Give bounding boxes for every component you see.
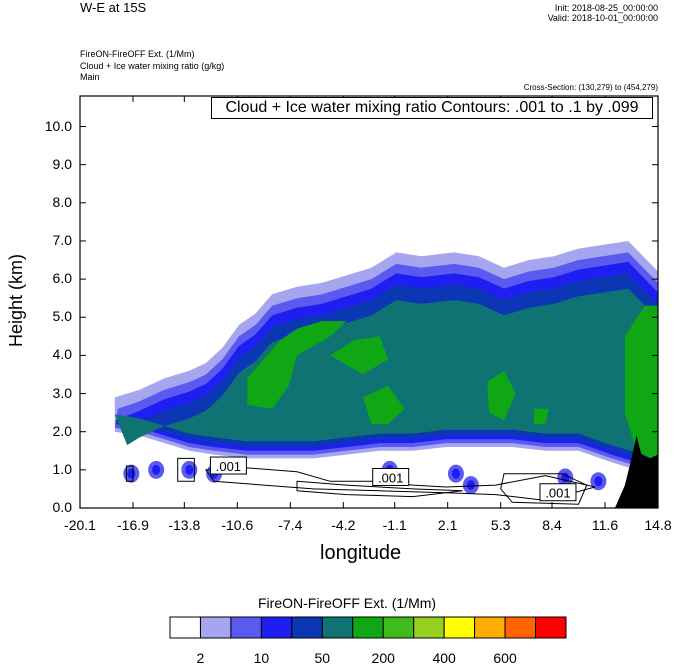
y-tick-label: 0.0 xyxy=(52,499,72,515)
colorbar-box-7 xyxy=(352,616,384,639)
plot-title: W-E at 15S xyxy=(80,0,147,15)
low-patch-core-1 xyxy=(127,468,136,479)
y-tick-label: 6.0 xyxy=(52,270,72,287)
x-tick-label: 5.3 xyxy=(490,517,511,533)
field-name: FireON-FireOFF Ext. (1/Mm) xyxy=(80,49,195,59)
cloud-contours xyxy=(125,457,596,505)
contour-label-box-3 xyxy=(539,483,577,502)
low-patch-core-3 xyxy=(185,464,194,475)
contour-info-box: Cloud + Ice water mixing ratio Contours:… xyxy=(211,97,653,119)
contour-line-3 xyxy=(500,473,588,505)
colorbar-box-11 xyxy=(474,616,506,639)
x-tick-label: 2.1 xyxy=(437,517,458,533)
extinction-core-3 xyxy=(363,385,405,425)
low-patch-core-9 xyxy=(594,476,603,487)
y-tick-label: 3.0 xyxy=(52,384,72,401)
x-tick-label: -10.6 xyxy=(221,517,254,533)
low-patch-core-2 xyxy=(152,464,161,475)
colorbar-box-8 xyxy=(382,616,415,639)
colorbar-label: 200 xyxy=(371,650,395,666)
y-tick-label: 4.0 xyxy=(52,346,72,363)
colorbar-box-4 xyxy=(260,616,293,639)
plot-frame xyxy=(79,95,659,509)
y-axis-label: Height (km) xyxy=(6,253,27,348)
contour-line-1 xyxy=(204,467,596,501)
y-tick-label: 5.0 xyxy=(52,308,72,325)
colorbar-box-10 xyxy=(443,616,476,639)
y-tick-label: 8.0 xyxy=(52,193,72,210)
colorbar-box-5 xyxy=(291,616,323,639)
contour-line-4 xyxy=(125,465,134,482)
extinction-core-2 xyxy=(330,336,388,375)
colorbar xyxy=(169,616,567,639)
colorbar-box-13 xyxy=(535,616,567,639)
x-tick-label: 11.6 xyxy=(591,517,619,533)
domain-name: Main xyxy=(80,72,100,82)
terrain-shape xyxy=(614,435,658,508)
x-tick-label: 14.8 xyxy=(644,517,672,533)
colorbar-box-3 xyxy=(230,616,262,639)
low-patch-core-6 xyxy=(451,468,460,479)
x-tick-label: -4.2 xyxy=(331,517,356,533)
colorbar-box-9 xyxy=(413,616,445,639)
contour-line-2 xyxy=(296,480,463,498)
y-tick-label: 2.0 xyxy=(52,422,72,439)
colorbar-label: 50 xyxy=(314,650,331,666)
extinction-core-4 xyxy=(487,370,516,421)
x-axis-label: longitude xyxy=(320,542,402,564)
colorbar-label: 10 xyxy=(253,650,270,666)
colorbar-box-12 xyxy=(504,616,537,639)
colorbar-box-1 xyxy=(169,616,201,639)
contour-labels: .001 .001 .001 xyxy=(209,456,577,502)
x-tick-label: 8.4 xyxy=(542,517,562,533)
x-tick-label: -13.8 xyxy=(168,517,201,533)
y-tick-label: 10.0 xyxy=(44,117,72,134)
colorbar-label: 2 xyxy=(196,650,205,666)
colorbar-label: 400 xyxy=(432,650,456,666)
contour-label-box-1 xyxy=(209,456,247,475)
extinction-core-6 xyxy=(624,305,658,463)
extinction-field xyxy=(114,241,659,495)
y-tick-label: 1.0 xyxy=(52,460,72,477)
low-patch-core-7 xyxy=(466,480,475,491)
colorbar-box-2 xyxy=(199,616,232,639)
contour-label-2: .001 xyxy=(378,470,403,485)
colorbar-title: FireON-FireOFF Ext. (1/Mm) xyxy=(258,595,437,611)
init-time: Init: 2018-08-25_00:00:00 xyxy=(554,3,658,13)
y-tick-label: 7.0 xyxy=(52,231,72,248)
colorbar-label: 600 xyxy=(493,650,517,666)
extinction-core-1 xyxy=(247,321,347,409)
contour-label-box-2 xyxy=(372,467,410,486)
extinction-core-5 xyxy=(533,408,549,425)
x-tick-label: -16.9 xyxy=(117,517,149,533)
valid-time: Valid: 2018-10-01_00:00:00 xyxy=(547,13,658,23)
contour-label-1: .001 xyxy=(216,459,241,474)
x-tick-label: -7.4 xyxy=(278,517,303,533)
colorbar-box-6 xyxy=(321,616,354,639)
x-tick-label: -20.1 xyxy=(64,517,96,533)
contour-field-name: Cloud + Ice water mixing ratio (g/kg) xyxy=(80,61,225,71)
terrain xyxy=(614,435,658,508)
extinction-band-5 xyxy=(114,288,659,453)
y-tick-label: 9.0 xyxy=(52,155,72,172)
x-tick-label: -1.1 xyxy=(382,517,407,533)
contour-line-5 xyxy=(177,457,195,482)
cross-section-label: Cross-Section: (130,279) to (454,279) xyxy=(523,83,658,92)
contour-label-3: .001 xyxy=(545,486,570,501)
